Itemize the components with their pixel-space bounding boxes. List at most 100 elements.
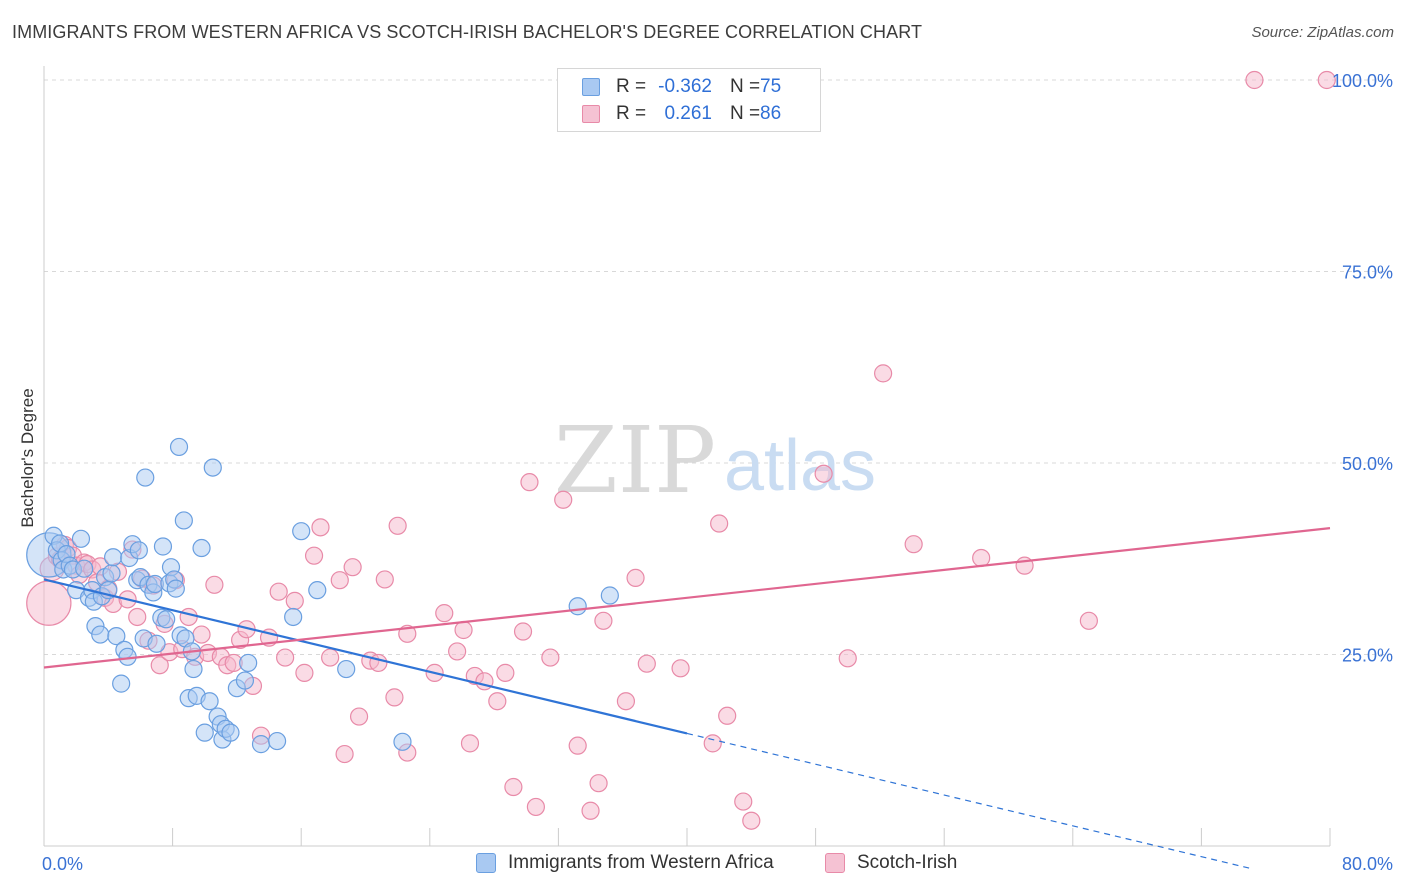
correlation-legend: R = -0.362 N = 75 R = 0.261 N = 86 xyxy=(557,68,821,132)
scotch-irish-point xyxy=(388,516,407,535)
scotch-irish-point xyxy=(26,580,72,626)
scotch-irish-point xyxy=(710,514,729,533)
scotch-irish-point xyxy=(637,654,656,673)
western-africa-point xyxy=(200,692,219,711)
scotch-irish-point xyxy=(488,692,507,711)
legend-label: Scotch-Irish xyxy=(857,852,958,873)
scotch-irish-point xyxy=(589,774,608,793)
pink-swatch xyxy=(582,105,600,123)
scotch-irish-point xyxy=(311,518,330,537)
scotch-irish-point xyxy=(1317,70,1336,90)
n-label: N = xyxy=(730,76,761,97)
n-value: 75 xyxy=(760,76,782,97)
legend-row-scotch-irish: R = 0.261 N = 86 xyxy=(582,101,781,127)
trend-line-western-africa-extension xyxy=(686,732,1250,869)
scotch-irish-point xyxy=(1079,611,1098,630)
gridlines xyxy=(44,79,1394,655)
scotch-irish-point xyxy=(972,548,991,568)
trend-line-scotch-irish xyxy=(43,527,1331,669)
pink-swatch xyxy=(825,853,845,873)
western-africa-point xyxy=(192,538,211,558)
scotch-irish-point xyxy=(304,546,324,565)
watermark: ZIP atlas xyxy=(554,407,876,514)
western-africa-point xyxy=(284,607,303,627)
blue-swatch xyxy=(582,78,600,96)
scotch-irish-point xyxy=(520,473,539,492)
western-africa-point xyxy=(393,732,412,751)
western-africa-point xyxy=(169,437,189,457)
legend-label: Immigrants from Western Africa xyxy=(508,852,774,873)
scotch-irish-point xyxy=(814,464,833,483)
r-label: R = xyxy=(616,76,647,97)
legend-row-western-africa: R = -0.362 N = 75 xyxy=(582,74,781,100)
scotch-irish-point xyxy=(568,736,587,755)
western-africa-point xyxy=(600,586,619,605)
western-africa-point xyxy=(129,541,148,560)
scotch-irish-point xyxy=(321,648,340,667)
x-tick-label-max: 80.0% xyxy=(1342,854,1393,874)
scotch-irish-point xyxy=(385,688,404,707)
scotch-irish-point xyxy=(1245,70,1264,90)
legend-item-western-africa[interactable]: Immigrants from Western Africa xyxy=(476,852,774,874)
western-africa-point xyxy=(267,731,287,751)
scotch-irish-point xyxy=(734,792,753,811)
scotch-irish-point xyxy=(460,734,480,753)
y-tick-label: 25.0% xyxy=(1342,646,1393,666)
trend-line-western-africa xyxy=(43,578,688,735)
y-tick-label: 75.0% xyxy=(1342,263,1393,283)
western-africa-point xyxy=(337,659,356,679)
western-africa-point xyxy=(221,723,240,742)
scotch-irish-point xyxy=(703,734,722,753)
scotch-irish-point xyxy=(435,604,454,623)
scotch-irish-point xyxy=(541,648,560,667)
trend-lines xyxy=(43,527,1331,869)
watermark-atlas: atlas xyxy=(724,426,876,506)
series-western-africa xyxy=(26,437,619,754)
scotch-irish-point xyxy=(375,570,394,589)
scotch-irish-point xyxy=(718,706,737,725)
western-africa-point xyxy=(166,579,185,598)
western-africa-point xyxy=(235,671,255,690)
western-africa-point xyxy=(239,653,258,673)
western-africa-point xyxy=(184,659,203,679)
western-africa-point xyxy=(568,597,587,616)
scotch-irish-point xyxy=(742,811,761,830)
western-africa-point xyxy=(91,625,110,644)
scotch-irish-point xyxy=(904,535,923,554)
scotch-irish-point xyxy=(269,582,288,601)
y-tick-label: 50.0% xyxy=(1342,454,1393,474)
western-africa-point xyxy=(107,627,126,646)
y-tick-label: 100.0% xyxy=(1332,71,1393,91)
western-africa-point xyxy=(147,634,166,653)
scotch-irish-point xyxy=(205,575,224,594)
scotch-irish-point xyxy=(554,490,573,509)
scotch-irish-point xyxy=(616,692,636,711)
western-africa-point xyxy=(195,723,214,742)
series-legend: Immigrants from Western Africa Scotch-Ir… xyxy=(0,852,1406,878)
scotch-irish-point xyxy=(671,659,690,678)
scotch-irish-point xyxy=(335,744,354,764)
western-africa-point xyxy=(157,610,176,629)
r-label: R = xyxy=(616,103,647,124)
scotch-irish-point xyxy=(454,620,473,640)
scotch-irish-point xyxy=(349,707,369,726)
scotch-irish-point xyxy=(330,571,349,590)
scotch-irish-point xyxy=(179,607,198,627)
axes xyxy=(43,66,1331,847)
watermark-zip: ZIP xyxy=(554,407,716,514)
legend-item-scotch-irish[interactable]: Scotch-Irish xyxy=(825,852,957,874)
scotch-irish-point xyxy=(496,663,515,682)
western-africa-point xyxy=(112,674,131,693)
scotch-irish-point xyxy=(526,797,545,817)
western-africa-point xyxy=(203,458,222,477)
scotch-irish-point xyxy=(285,591,304,610)
scotch-irish-point xyxy=(150,656,169,675)
n-label: N = xyxy=(730,103,761,124)
western-africa-point xyxy=(104,548,123,567)
scotch-irish-point xyxy=(128,607,147,627)
western-africa-point xyxy=(136,468,155,487)
scotch-irish-point xyxy=(626,568,645,588)
source-credit: Source: ZipAtlas.com xyxy=(1251,24,1394,41)
scotch-irish-point xyxy=(295,663,314,682)
chart-title: IMMIGRANTS FROM WESTERN AFRICA VS SCOTCH… xyxy=(12,22,923,42)
